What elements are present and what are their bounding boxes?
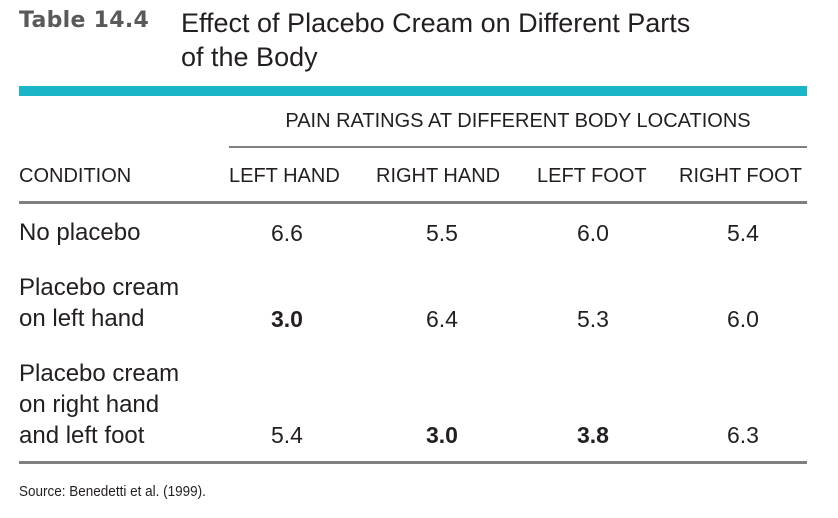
table-cell-value: 6.3 — [727, 422, 759, 448]
column-header-left-hand: LEFT HAND — [229, 165, 340, 187]
table-cell-value: 5.5 — [426, 220, 458, 246]
table-row-condition: Placebo cream on left hand — [19, 272, 219, 334]
table-title-line-2: of the Body — [181, 42, 318, 72]
table-cell-value: 6.0 — [577, 220, 609, 246]
table-label: Table 14.4 — [19, 8, 150, 33]
spanner-rule — [229, 146, 807, 148]
table-cell-value: 6.0 — [727, 306, 759, 332]
table-cell-value: 5.4 — [271, 422, 303, 448]
table-title: Effect of Placebo Cream on Different Par… — [181, 6, 801, 74]
source-note: Source: Benedetti et al. (1999). — [19, 483, 206, 500]
condition-line: and left foot — [19, 422, 145, 449]
table-cell-value: 5.4 — [727, 220, 759, 246]
column-spanner-heading: PAIN RATINGS AT DIFFERENT BODY LOCATIONS — [285, 110, 751, 132]
table-row-condition: Placebo cream on right hand and left foo… — [19, 358, 219, 451]
table-cell-value: 5.3 — [577, 306, 609, 332]
condition-line: on left hand — [19, 305, 145, 332]
column-header-right-hand: RIGHT HAND — [376, 165, 501, 187]
header-rule — [19, 201, 807, 204]
bottom-rule — [19, 461, 807, 464]
table-title-line-1: Effect of Placebo Cream on Different Par… — [181, 8, 691, 38]
table-cell-value: 3.0 — [426, 422, 458, 448]
table-cell-value: 3.8 — [577, 422, 609, 448]
column-header-condition: CONDITION — [19, 165, 132, 187]
table-cell-value: 6.4 — [426, 306, 458, 332]
condition-line: No placebo — [19, 219, 141, 246]
table-cell-value: 3.0 — [271, 306, 303, 332]
condition-line: on right hand — [19, 391, 160, 418]
condition-line: Placebo cream — [19, 274, 180, 301]
condition-line: Placebo cream — [19, 360, 180, 387]
table-cell-value: 6.6 — [271, 220, 303, 246]
table-row-condition: No placebo — [19, 217, 219, 248]
column-header-left-foot: LEFT FOOT — [537, 165, 647, 187]
accent-bar — [19, 86, 807, 96]
column-header-right-foot: RIGHT FOOT — [679, 165, 802, 187]
